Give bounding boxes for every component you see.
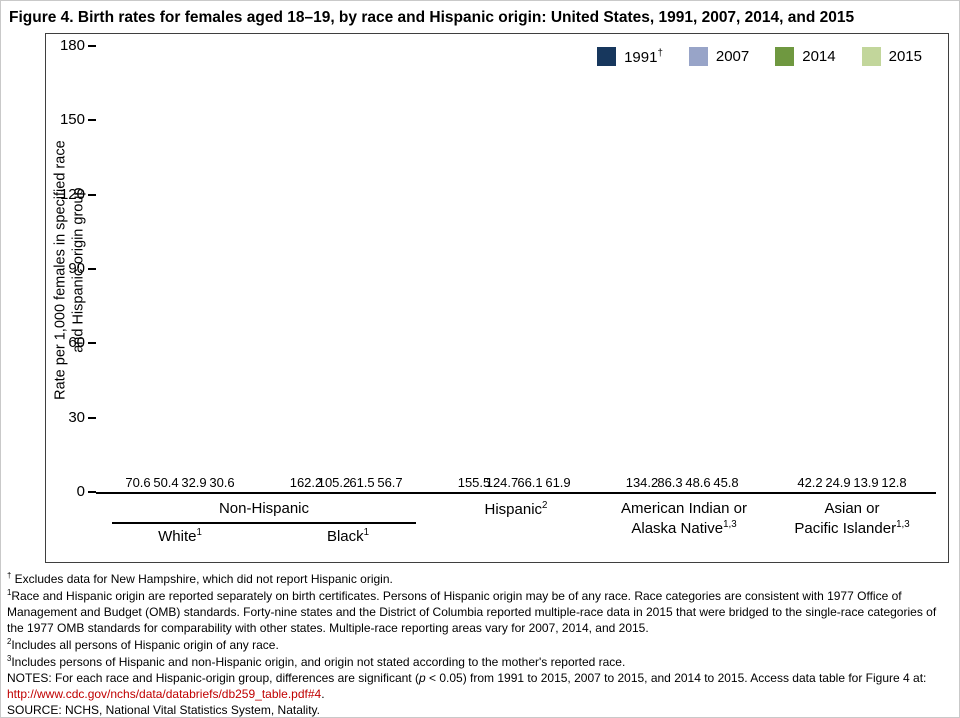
footnote-1: 1Race and Hispanic origin are reported s… <box>7 587 937 635</box>
chart: 1991† 2007 2014 2015 Rate per 1,000 females… <box>45 33 949 563</box>
bar-value-label: 70.6 <box>125 475 151 490</box>
bar-value-label: 13.9 <box>853 475 879 490</box>
legend-item-2007: 2007 <box>688 47 750 66</box>
x-sub-row: White1 Black1 <box>96 527 432 547</box>
legend-item-1991: 1991† <box>597 47 663 66</box>
plot-area: 70.6 50.4 32.9 30.6 162.2 105.2 61.5 56.7 155.5 1… <box>60 37 936 500</box>
y-tick-mark <box>88 491 96 493</box>
bar-value-label: 134.2 <box>625 475 659 490</box>
bar-value-label: 124.7 <box>485 475 519 490</box>
y-tick-mark <box>88 119 96 122</box>
x-category-label-black: Black1 <box>326 526 370 545</box>
legend-item-2014: 2014 <box>775 47 836 66</box>
y-tick-mark <box>88 416 96 419</box>
data-table-link[interactable]: http://www.cdc.gov/nchs/data/databriefs/… <box>7 686 322 701</box>
legend-swatch-1991 <box>597 47 617 66</box>
y-tick-label: 150 <box>59 111 85 129</box>
y-tick-label: 60 <box>68 334 85 352</box>
footnote-0: † Excludes data for New Hampshire, which… <box>7 571 393 586</box>
x-category-label-asian-or: Asian or Pacific Islander1,3 <box>794 500 910 537</box>
x-category-label-white: White1 <box>158 526 202 545</box>
bar-value-label: 56.7 <box>377 475 403 490</box>
footnotes: † Excludes data for New Hampshire, which… <box>1 563 959 717</box>
bar-value-label: 45.8 <box>713 475 739 490</box>
legend-label-1991: 1991† <box>624 47 663 66</box>
footnote-5: SOURCE: NCHS, National Vital Statistics … <box>7 702 320 717</box>
bar-value-label: 32.9 <box>181 475 207 490</box>
y-tick-label: 90 <box>68 260 85 277</box>
bar-value-label: 61.5 <box>349 475 375 490</box>
bar-value-label: 24.9 <box>825 475 851 490</box>
x-label-non-hispanic: Non-Hispanic <box>218 500 310 517</box>
x-group-non-hispanic: Non-Hispanic White1 Black1 <box>96 500 432 547</box>
bar-value-label: 61.9 <box>545 475 571 490</box>
legend-label-2014: 2014 <box>802 48 836 65</box>
legend-label-2015: 2015 <box>888 48 922 65</box>
bar-value-label: 42.2 <box>797 475 823 490</box>
y-tick-label: 180 <box>59 37 85 54</box>
y-tick-mark <box>88 342 96 345</box>
legend-swatch-2015 <box>861 47 881 66</box>
y-tick-label: 30 <box>68 408 85 426</box>
non-hispanic-bracket-line <box>112 521 416 524</box>
x-category-label-american-indian-or: American Indian or Alaska Native1,3 <box>621 500 747 537</box>
bars-row: 70.6 50.4 32.9 30.6 162.2 105.2 61.5 56.7 155.5 1… <box>96 46 936 492</box>
legend-item-2015: 2015 <box>861 47 922 66</box>
x-axis: Non-Hispanic White1 Black1 Hispanic2 Ameri… <box>96 500 936 547</box>
y-tick-mark <box>88 45 96 47</box>
bar-value-label: 155.5 <box>457 475 491 490</box>
y-tick-label: 0 <box>76 483 85 500</box>
x-category-label-hispanic: Hispanic2 <box>484 500 548 518</box>
bar-value-label: 12.8 <box>881 475 907 490</box>
legend-swatch-2014 <box>775 47 795 66</box>
legend-label-2007: 2007 <box>715 48 750 65</box>
y-tick-mark <box>88 193 96 196</box>
y-tick-label: 120 <box>59 185 85 203</box>
footnote-2: 2Includes all persons of Hispanic origin… <box>7 636 279 652</box>
y-tick-mark <box>88 268 96 270</box>
bar-value-label: 30.6 <box>209 475 235 490</box>
footnote-3: 3Includes persons of Hispanic and non-Hi… <box>7 653 626 669</box>
bar-value-label: 86.3 <box>657 475 683 490</box>
bar-value-label: 66.1 <box>517 475 543 490</box>
legend-swatch-2007 <box>688 47 708 66</box>
bar-value-label: 105.2 <box>317 475 351 490</box>
bar-value-label: 50.4 <box>153 475 179 490</box>
bar-value-label: 48.6 <box>685 475 711 490</box>
legend: 1991† 2007 2014 2015 <box>597 47 922 66</box>
footnote-4: NOTES: For each race and Hispanic-origin… <box>7 670 927 701</box>
bar-value-label: 162.2 <box>289 475 323 490</box>
figure-title: Figure 4. Birth rates for females aged 1… <box>9 9 855 26</box>
